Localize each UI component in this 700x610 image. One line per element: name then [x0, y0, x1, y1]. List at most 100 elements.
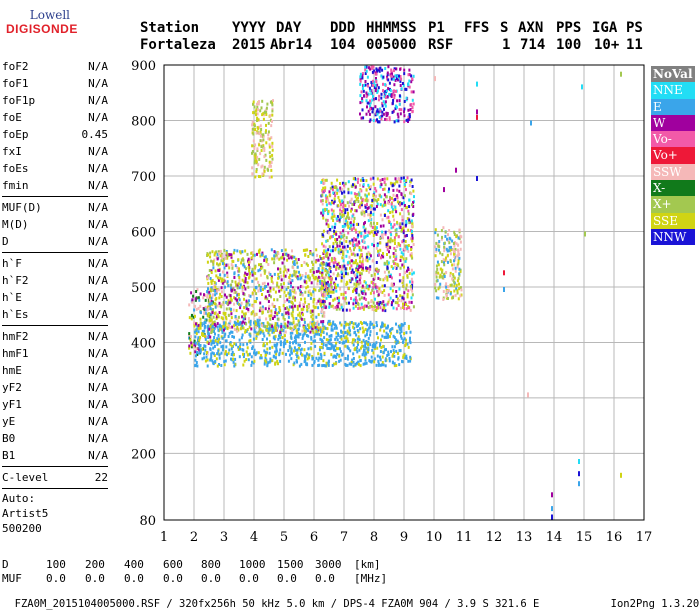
echo-point: [293, 349, 295, 353]
echo-point: [260, 354, 263, 357]
echo-point: [261, 282, 264, 286]
echo-point: [367, 336, 370, 340]
echo-point: [339, 358, 342, 362]
echo-point: [379, 178, 382, 182]
echo-point: [245, 322, 248, 326]
echo-point: [253, 359, 256, 363]
echo-point: [310, 341, 313, 345]
echo-point: [194, 314, 196, 318]
echo-point: [204, 293, 207, 297]
echo-point: [345, 236, 348, 240]
echo-point: [293, 255, 296, 259]
echo-point: [325, 261, 328, 265]
echo-point: [239, 347, 242, 351]
x-tick-label: 2: [190, 530, 198, 545]
echo-point: [321, 233, 324, 237]
echo-point: [262, 111, 265, 115]
echo-point: [451, 263, 454, 267]
echo-point: [393, 89, 395, 93]
echo-point: [211, 293, 214, 297]
echo-point: [188, 332, 191, 336]
echo-point: [411, 239, 414, 243]
echo-point: [227, 351, 230, 355]
echo-point: [338, 235, 341, 239]
echo-point: [221, 277, 224, 281]
echo-point: [322, 320, 325, 323]
echo-point: [309, 330, 312, 334]
echo-point: [352, 325, 355, 329]
echo-point: [365, 179, 368, 183]
echo-point: [357, 196, 359, 200]
echo-point: [231, 325, 234, 329]
echo-point: [361, 108, 364, 112]
echo-point: [449, 237, 452, 241]
echo-point: [195, 361, 198, 364]
echo-point: [443, 249, 446, 253]
echo-point: [457, 236, 460, 240]
y-tick-label: 80: [139, 514, 156, 529]
echo-point: [405, 234, 408, 237]
echo-point: [265, 123, 267, 127]
echo-point: [343, 233, 346, 237]
echo-point: [204, 324, 206, 328]
echo-point: [306, 275, 309, 279]
echo-point: [405, 87, 408, 91]
echo-point: [265, 360, 268, 364]
echo-point: [328, 342, 331, 346]
echo-point: [306, 263, 309, 267]
echo-point: [285, 311, 288, 315]
echo-point: [324, 207, 327, 211]
echo-point: [254, 264, 257, 268]
echo-point: [384, 100, 387, 104]
echo-point: [379, 342, 382, 346]
echo-point: [314, 326, 317, 330]
echo-point: [254, 143, 257, 147]
echo-point: [390, 350, 392, 354]
echo-point: [361, 268, 363, 272]
echo-point: [194, 354, 197, 358]
echo-point: [443, 275, 446, 278]
echo-point: [267, 331, 270, 335]
echo-point: [237, 345, 240, 349]
echo-point: [230, 307, 232, 311]
echo-point: [364, 298, 367, 301]
echo-point: [314, 339, 317, 343]
echo-point: [306, 305, 308, 308]
echo-point: [412, 90, 415, 94]
echo-point: [268, 160, 271, 164]
echo-point: [399, 112, 402, 116]
echo-point: [303, 297, 306, 301]
echo-point: [299, 273, 302, 277]
echo-point: [211, 325, 214, 329]
echo-point: [283, 325, 286, 329]
echo-point: [210, 312, 213, 316]
echo-point: [402, 201, 405, 205]
echo-point: [409, 355, 412, 359]
echo-point: [254, 312, 257, 316]
echo-point: [384, 359, 387, 363]
echo-point: [273, 261, 276, 265]
param-row: M(D) N/A: [2, 216, 108, 233]
echo-point: [369, 67, 372, 71]
echo-point: [257, 351, 260, 355]
echo-point: [410, 231, 413, 235]
echo-point: [410, 219, 413, 223]
echo-point: [254, 330, 257, 334]
echo-point: [350, 264, 353, 268]
echo-point: [359, 255, 362, 259]
echo-point: [551, 506, 553, 512]
echo-point: [457, 243, 459, 247]
echo-point: [360, 234, 363, 238]
param-name: hmF1: [2, 347, 29, 360]
echo-point: [297, 313, 300, 317]
echo-point: [223, 334, 226, 338]
echo-point: [332, 298, 335, 302]
echo-point: [222, 301, 225, 305]
echo-point: [307, 329, 310, 333]
echo-point: [391, 360, 394, 364]
echo-point: [267, 310, 270, 314]
echo-point: [372, 281, 374, 285]
echo-point: [305, 281, 308, 285]
echo-point: [389, 335, 391, 339]
echo-point: [276, 298, 279, 302]
